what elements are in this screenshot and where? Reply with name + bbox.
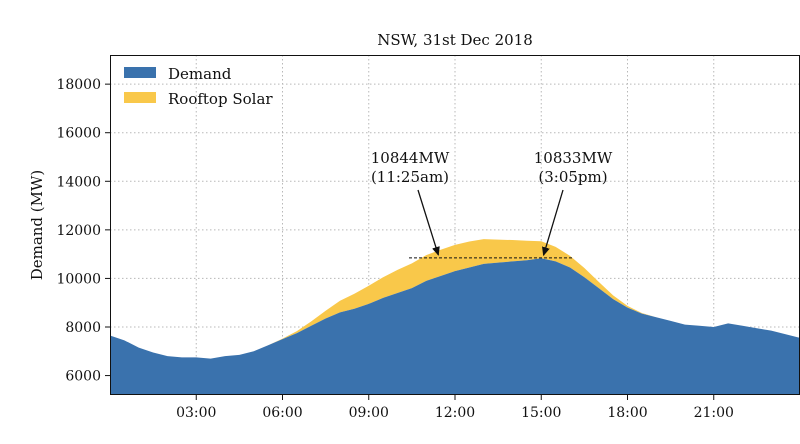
annotation-arrow-afternoon (542, 189, 564, 257)
annotation-value-afternoon: 10833MW (534, 149, 613, 167)
demand-area (110, 258, 800, 395)
annotation-value-morning: 10844MW (371, 149, 450, 167)
x-tick-label: 06:00 (262, 405, 302, 421)
plot-area (110, 55, 800, 395)
x-tick-label: 09:00 (349, 405, 389, 421)
annotation-time-morning: (11:25am) (371, 168, 449, 186)
x-axis-ticks: 03:00 06:00 09:00 12:00 15:00 18:00 21:00 (176, 395, 734, 421)
x-tick-label: 21:00 (694, 405, 734, 421)
legend-swatch-rooftop-solar (124, 92, 156, 103)
y-tick-label: 18000 (56, 77, 101, 93)
x-tick-label: 18:00 (607, 405, 647, 421)
rooftop-solar-area (110, 239, 800, 359)
legend: Demand Rooftop Solar (124, 65, 273, 108)
legend-swatch-demand (124, 67, 156, 78)
x-gridlines (195, 55, 715, 395)
y-tick-label: 16000 (56, 126, 101, 142)
chart-title: NSW, 31st Dec 2018 (377, 31, 533, 49)
x-tick-label: 15:00 (521, 405, 561, 421)
x-tick-label: 12:00 (435, 405, 475, 421)
y-axis-label: Demand (MW) (28, 170, 46, 281)
y-tick-label: 10000 (56, 271, 101, 287)
legend-label-demand: Demand (168, 65, 232, 83)
annotation-time-afternoon: (3:05pm) (538, 168, 607, 186)
y-tick-label: 8000 (65, 320, 101, 336)
legend-label-rooftop-solar: Rooftop Solar (168, 90, 273, 108)
y-tick-label: 6000 (65, 369, 101, 385)
y-tick-label: 12000 (56, 223, 101, 239)
y-axis-ticks: 6000 8000 10000 12000 14000 16000 18000 (56, 77, 110, 385)
peak-annotation-morning: 10844MW (11:25am) (371, 149, 450, 256)
peak-annotation-afternoon: 10833MW (3:05pm) (534, 149, 613, 257)
annotation-arrow-morning (417, 189, 440, 256)
y-tick-label: 14000 (56, 174, 101, 190)
x-tick-label: 03:00 (176, 405, 216, 421)
